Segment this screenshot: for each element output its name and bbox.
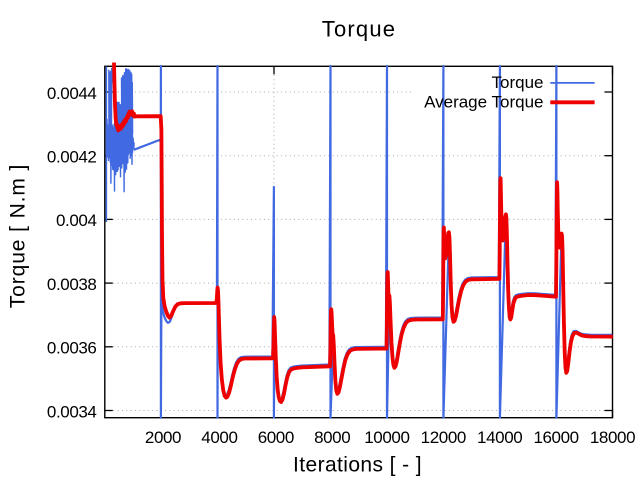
svg-text:0.004: 0.004: [56, 211, 97, 230]
svg-text:Torque: Torque: [322, 17, 396, 42]
svg-text:0.0042: 0.0042: [47, 148, 97, 167]
svg-text:Average Torque: Average Torque: [424, 93, 543, 112]
svg-text:0.0038: 0.0038: [47, 275, 97, 294]
svg-text:Torque: Torque: [492, 73, 544, 92]
svg-text:10000: 10000: [364, 428, 409, 447]
svg-text:0.0034: 0.0034: [47, 402, 97, 421]
svg-text:4000: 4000: [201, 428, 237, 447]
svg-text:18000: 18000: [590, 428, 635, 447]
svg-text:12000: 12000: [421, 428, 466, 447]
svg-text:2000: 2000: [145, 428, 181, 447]
svg-text:8000: 8000: [314, 428, 350, 447]
svg-text:Iterations [ - ]: Iterations [ - ]: [293, 454, 422, 477]
svg-text:Torque [ N.m ]: Torque [ N.m ]: [7, 164, 30, 308]
svg-text:0.0036: 0.0036: [47, 339, 97, 358]
svg-text:0.0044: 0.0044: [47, 84, 97, 103]
svg-text:14000: 14000: [477, 428, 522, 447]
svg-text:16000: 16000: [533, 428, 578, 447]
svg-text:6000: 6000: [258, 428, 294, 447]
